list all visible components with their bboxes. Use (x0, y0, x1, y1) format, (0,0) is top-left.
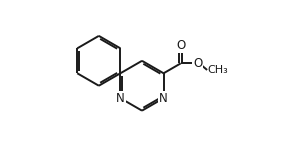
Text: N: N (159, 92, 168, 105)
Text: CH₃: CH₃ (208, 65, 229, 75)
Text: O: O (193, 57, 202, 70)
Text: N: N (116, 92, 125, 105)
Text: O: O (176, 39, 185, 52)
